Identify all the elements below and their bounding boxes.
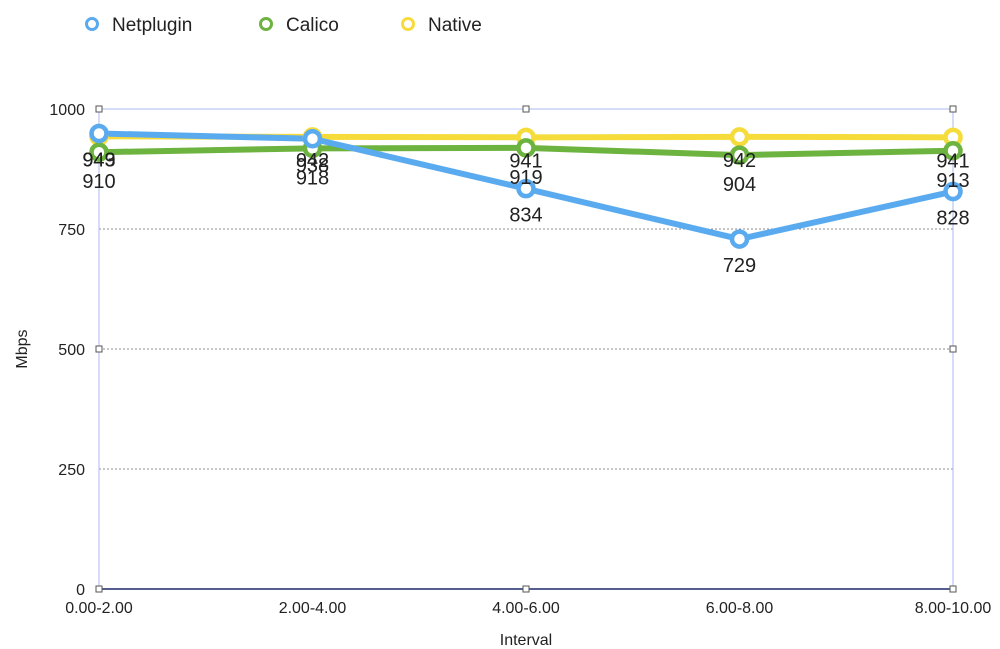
data-label-native: 941 [509, 150, 542, 172]
resize-handle[interactable] [949, 345, 957, 353]
data-label-native: 943 [82, 149, 115, 171]
legend-label: Native [428, 15, 482, 36]
legend-marker-icon [259, 17, 273, 31]
axes: 0 250 500 750 1000 0.00-2.00 2.00-4.00 4.00-6.0… [49, 102, 991, 617]
legend-marker-icon [401, 17, 415, 31]
series-markers [89, 123, 963, 249]
y-tick-label: 0 [76, 582, 85, 599]
y-axis-title: Mbps [14, 329, 31, 368]
resize-handle[interactable] [522, 105, 530, 113]
resize-handle[interactable] [949, 105, 957, 113]
data-label-netplugin: 834 [509, 205, 542, 227]
x-tick-label: 0.00-2.00 [65, 600, 133, 617]
y-tick-label: 750 [58, 222, 85, 239]
x-tick-label: 4.00-6.00 [492, 600, 560, 617]
data-point-calico [943, 141, 963, 161]
data-point-netplugin [943, 181, 963, 202]
x-tick-label: 6.00-8.00 [706, 600, 774, 617]
y-tick-label: 1000 [49, 102, 85, 119]
legend-label: Netplugin [112, 15, 192, 36]
data-point-netplugin [302, 129, 323, 149]
data-labels: 943 942 941 942 941 910 918 919 904 913 949 938 834 7… [82, 149, 969, 277]
data-label-calico: 918 [296, 167, 329, 189]
data-label-netplugin: 949 [82, 149, 115, 171]
legend-marker-icon [85, 17, 99, 31]
x-tick-label: 2.00-4.00 [279, 600, 347, 617]
data-label-calico: 904 [723, 174, 756, 196]
data-point-calico [729, 145, 750, 165]
y-tick-label: 500 [58, 342, 85, 359]
data-label-native: 942 [296, 150, 329, 172]
data-label-native: 942 [723, 150, 756, 172]
data-point-netplugin [89, 123, 109, 144]
data-label-netplugin: 828 [936, 208, 969, 230]
data-label-netplugin: 938 [296, 155, 329, 177]
resize-handle[interactable] [522, 585, 530, 593]
data-point-netplugin [516, 178, 536, 199]
x-tick-label: 8.00-10.00 [915, 600, 992, 617]
resize-handle[interactable] [95, 345, 103, 353]
y-tick-label: 250 [58, 462, 85, 479]
legend-item-calico: Calico [259, 15, 339, 36]
data-point-calico [89, 142, 109, 162]
resize-handle[interactable] [95, 585, 103, 593]
data-point-netplugin [729, 229, 750, 249]
data-label-calico: 910 [82, 171, 115, 193]
data-point-native [729, 127, 750, 147]
legend-item-netplugin: Netplugin [85, 15, 192, 36]
resize-handle[interactable] [95, 105, 103, 113]
legend-label: Calico [286, 15, 339, 36]
data-point-calico [516, 138, 536, 158]
data-label-calico: 919 [509, 167, 542, 189]
x-axis-title: Interval [500, 632, 552, 649]
data-label-native: 941 [936, 150, 969, 172]
data-label-netplugin: 729 [723, 255, 756, 277]
resize-handle[interactable] [949, 585, 957, 593]
legend-item-native: Native [401, 15, 482, 36]
data-label-calico: 913 [936, 170, 969, 192]
legend: Netplugin Calico Native [85, 15, 482, 36]
